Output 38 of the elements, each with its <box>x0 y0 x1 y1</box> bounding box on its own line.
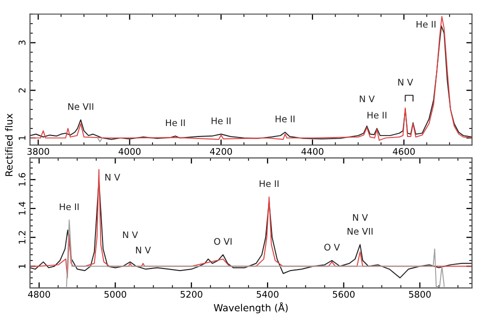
annotation: He II <box>212 118 230 124</box>
annotation: N V <box>136 246 151 254</box>
x-tick-label: 5200 <box>180 290 202 298</box>
y-tick-label: 2 <box>18 88 26 93</box>
y-tick-label: 1.6 <box>18 172 26 186</box>
annotation: O VI <box>214 238 232 245</box>
y-tick-label: 1.2 <box>18 231 26 244</box>
annotation: N V <box>123 231 138 238</box>
x-tick-label: 4200 <box>210 148 232 155</box>
x-tick-label: 4000 <box>118 148 141 155</box>
annotation: Ne VII <box>68 103 94 110</box>
y-tick-label: 3 <box>18 40 26 45</box>
annotation: N V <box>360 96 375 102</box>
y-axis-title: Rectified flux <box>5 114 13 176</box>
annotation: He II <box>368 112 386 119</box>
annotation: He II <box>416 20 436 28</box>
y-tick-label: 1.4 <box>18 202 26 215</box>
annotation: He II <box>260 180 278 188</box>
annotation: N V <box>398 78 414 86</box>
y-tick-label: 1 <box>18 264 26 268</box>
annotation: He II <box>60 203 79 210</box>
x-tick-label: 5000 <box>104 290 126 298</box>
x-tick-label: 5600 <box>332 290 355 298</box>
x-tick-label: 4400 <box>301 148 324 155</box>
annotation: Ne VII <box>348 228 373 235</box>
x-tick-label: 5400 <box>256 290 278 298</box>
annotation: O V <box>324 244 340 251</box>
annotation: N V <box>353 214 368 221</box>
x-axis-title: Wavelength (Å) <box>214 302 288 314</box>
annotation: N V <box>105 174 120 181</box>
y-tick-label: 1 <box>18 136 26 140</box>
annotation: He II <box>166 119 185 126</box>
x-tick-label: 4600 <box>392 148 415 155</box>
x-tick-label: 5800 <box>409 290 431 298</box>
x-tick-label: 3800 <box>27 148 50 155</box>
annotation: He II <box>276 116 294 122</box>
line-series <box>66 220 445 287</box>
x-tick-label: 4800 <box>28 290 50 298</box>
